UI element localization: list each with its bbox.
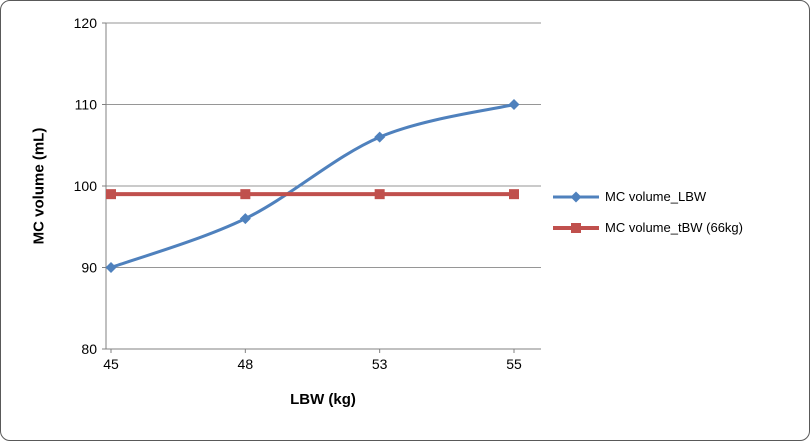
legend-line-diamond-icon (553, 191, 599, 202)
x-tick-label: 45 (103, 356, 119, 372)
x-tick-label: 53 (372, 356, 388, 372)
y-tick-label: 120 (74, 15, 98, 31)
legend: MC volume_LBW MC volume_tBW (66kg) (553, 189, 743, 235)
legend-entry-tbw: MC volume_tBW (66kg) (553, 220, 743, 235)
legend-label-lbw: MC volume_LBW (605, 189, 707, 204)
legend-line-square-icon (553, 222, 599, 233)
series-marker-square (240, 189, 251, 200)
series-marker-square (509, 189, 519, 200)
y-tick-label: 110 (75, 97, 98, 113)
x-axis-title: LBW (kg) (290, 391, 356, 408)
legend-entry-lbw: MC volume_LBW (553, 189, 743, 204)
series-marker-diamond (508, 99, 520, 110)
y-tick-label: 90 (81, 260, 97, 276)
y-tick-label: 80 (81, 341, 97, 357)
series-marker-diamond (239, 213, 251, 225)
y-axis-title: MC volume (mL) (30, 127, 48, 245)
series-marker-diamond (105, 262, 117, 273)
y-tick-label: 100 (74, 178, 98, 194)
x-tick-label: 48 (238, 356, 254, 372)
series-marker-square (374, 189, 385, 200)
series-marker-diamond (374, 131, 386, 143)
x-tick-label: 55 (506, 356, 522, 372)
series-line (109, 103, 516, 269)
legend-label-tbw: MC volume_tBW (66kg) (605, 220, 743, 235)
series-marker-square (106, 189, 116, 200)
